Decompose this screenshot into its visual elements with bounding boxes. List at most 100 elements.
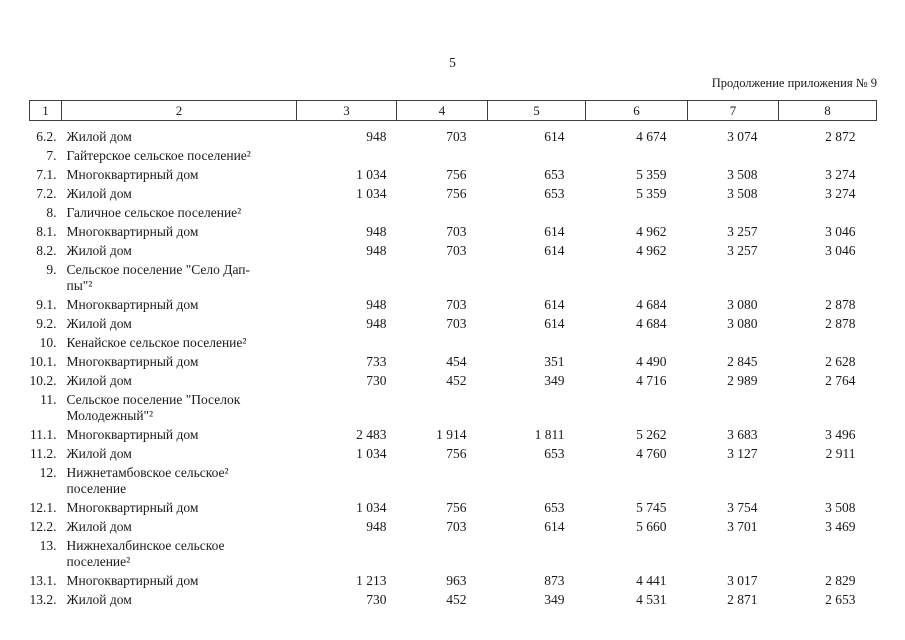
row-label: Сельское поселение "Село Дап- пы"²: [66, 262, 250, 293]
row-value: 1 034: [356, 186, 387, 201]
table-row: 13. Нижнехалбинское сельское поселение²: [30, 537, 877, 572]
table-row: 12.1. Многоквартирный дом 1 034 756 653 5 745…: [30, 499, 877, 518]
row-value: [688, 464, 779, 499]
row-value: 5 660: [636, 519, 667, 534]
column-header: 3: [296, 100, 397, 121]
row-value: [688, 147, 779, 166]
row-value: 3 701: [727, 519, 758, 534]
row-value: 4 531: [636, 592, 667, 607]
row-number: 8.1.: [36, 224, 57, 239]
table-row: 7.1. Многоквартирный дом 1 034 756 653 5 359 3…: [30, 166, 877, 185]
data-table: 1 2 3 4 5 6 7 8 6.2. Жилой дом 948 703 614 4 …: [29, 100, 877, 610]
row-value: [586, 537, 688, 572]
table-row: 8.1. Многоквартирный дом 948 703 614 4 962 3 2…: [30, 223, 877, 242]
row-value: 703: [446, 224, 467, 239]
row-value: 452: [446, 373, 467, 388]
row-value: 948: [366, 519, 387, 534]
column-header: 4: [396, 100, 488, 121]
row-number: 12.: [39, 465, 57, 480]
row-value: 873: [544, 573, 565, 588]
row-value: 5 359: [636, 167, 667, 182]
row-value: [586, 147, 688, 166]
row-value: 1 034: [356, 500, 387, 515]
row-value: 948: [366, 243, 387, 258]
row-value: [397, 261, 488, 296]
table-row: 13.1. Многоквартирный дом 1 213 963 873 4 441…: [30, 572, 877, 591]
row-value: [779, 204, 877, 223]
table-header-row: 1 2 3 4 5 6 7 8: [29, 100, 877, 121]
row-value: 4 962: [636, 243, 667, 258]
row-value: 4 490: [636, 354, 667, 369]
row-value: [779, 464, 877, 499]
table-row: 8.2. Жилой дом 948 703 614 4 962 3 257 3 046: [30, 242, 877, 261]
row-value: [297, 204, 397, 223]
row-value: [688, 261, 779, 296]
row-value: 2 483: [356, 427, 387, 442]
row-value: 4 441: [636, 573, 667, 588]
row-value: [488, 391, 586, 426]
row-value: 5 359: [636, 186, 667, 201]
row-value: [779, 537, 877, 572]
row-number: 10.2.: [29, 373, 57, 388]
row-value: 4 760: [636, 446, 667, 461]
row-value: 5 745: [636, 500, 667, 515]
row-value: 653: [544, 167, 565, 182]
row-value: 2 829: [825, 573, 856, 588]
row-value: 653: [544, 186, 565, 201]
row-value: [688, 391, 779, 426]
row-value: [488, 147, 586, 166]
row-number: 11.: [40, 392, 57, 407]
row-value: [397, 537, 488, 572]
row-value: 3 127: [727, 446, 758, 461]
table-row: 10.1. Многоквартирный дом 733 454 351 4 490 2 …: [30, 353, 877, 372]
row-value: 351: [544, 354, 565, 369]
row-value: 2 872: [825, 129, 856, 144]
row-value: 614: [544, 243, 565, 258]
row-value: 756: [446, 186, 467, 201]
row-value: 756: [446, 167, 467, 182]
table-row: 10.2. Жилой дом 730 452 349 4 716 2 989 2 764: [30, 372, 877, 391]
row-value: 653: [544, 500, 565, 515]
row-label: Многоквартирный дом: [66, 427, 199, 442]
row-number: 7.2.: [36, 186, 57, 201]
row-value: 3 046: [825, 243, 856, 258]
row-value: 963: [446, 573, 467, 588]
row-number: 10.: [39, 335, 57, 350]
row-value: 703: [446, 316, 467, 331]
table-row: 13.2. Жилой дом 730 452 349 4 531 2 871 2 653: [30, 591, 877, 610]
row-value: [488, 464, 586, 499]
row-value: 614: [544, 519, 565, 534]
row-label: Жилой дом: [66, 592, 132, 607]
row-value: 614: [544, 224, 565, 239]
row-value: [397, 334, 488, 353]
table-row: 11.2. Жилой дом 1 034 756 653 4 760 3 127 2 911: [30, 445, 877, 464]
column-header: 1: [29, 100, 62, 121]
row-value: 4 674: [636, 129, 667, 144]
row-number: 11.1.: [30, 427, 57, 442]
row-number: 8.: [46, 205, 57, 220]
row-value: 2 764: [825, 373, 856, 388]
column-header: 2: [61, 100, 297, 121]
table-row: 6.2. Жилой дом 948 703 614 4 674 3 074 2 872: [30, 121, 877, 147]
row-label: Многоквартирный дом: [66, 224, 199, 239]
row-value: 3 469: [825, 519, 856, 534]
row-value: 349: [544, 373, 565, 388]
row-value: [297, 261, 397, 296]
column-header: 7: [687, 100, 779, 121]
row-number: 12.2.: [29, 519, 57, 534]
row-label: Нижнетамбовское сельское² поселение: [66, 465, 229, 496]
row-value: 948: [366, 224, 387, 239]
row-value: 703: [446, 297, 467, 312]
row-value: 948: [366, 297, 387, 312]
row-value: 614: [544, 129, 565, 144]
row-value: 733: [366, 354, 387, 369]
row-value: 3 508: [825, 500, 856, 515]
row-value: [586, 261, 688, 296]
row-label: Многоквартирный дом: [66, 500, 199, 515]
column-header: 5: [487, 100, 586, 121]
row-value: 5 262: [636, 427, 667, 442]
row-value: [297, 464, 397, 499]
table-row: 12. Нижнетамбовское сельское² поселение: [30, 464, 877, 499]
row-number: 8.2.: [36, 243, 57, 258]
table-row: 11. Сельское поселение "Поселок Молодежны…: [30, 391, 877, 426]
